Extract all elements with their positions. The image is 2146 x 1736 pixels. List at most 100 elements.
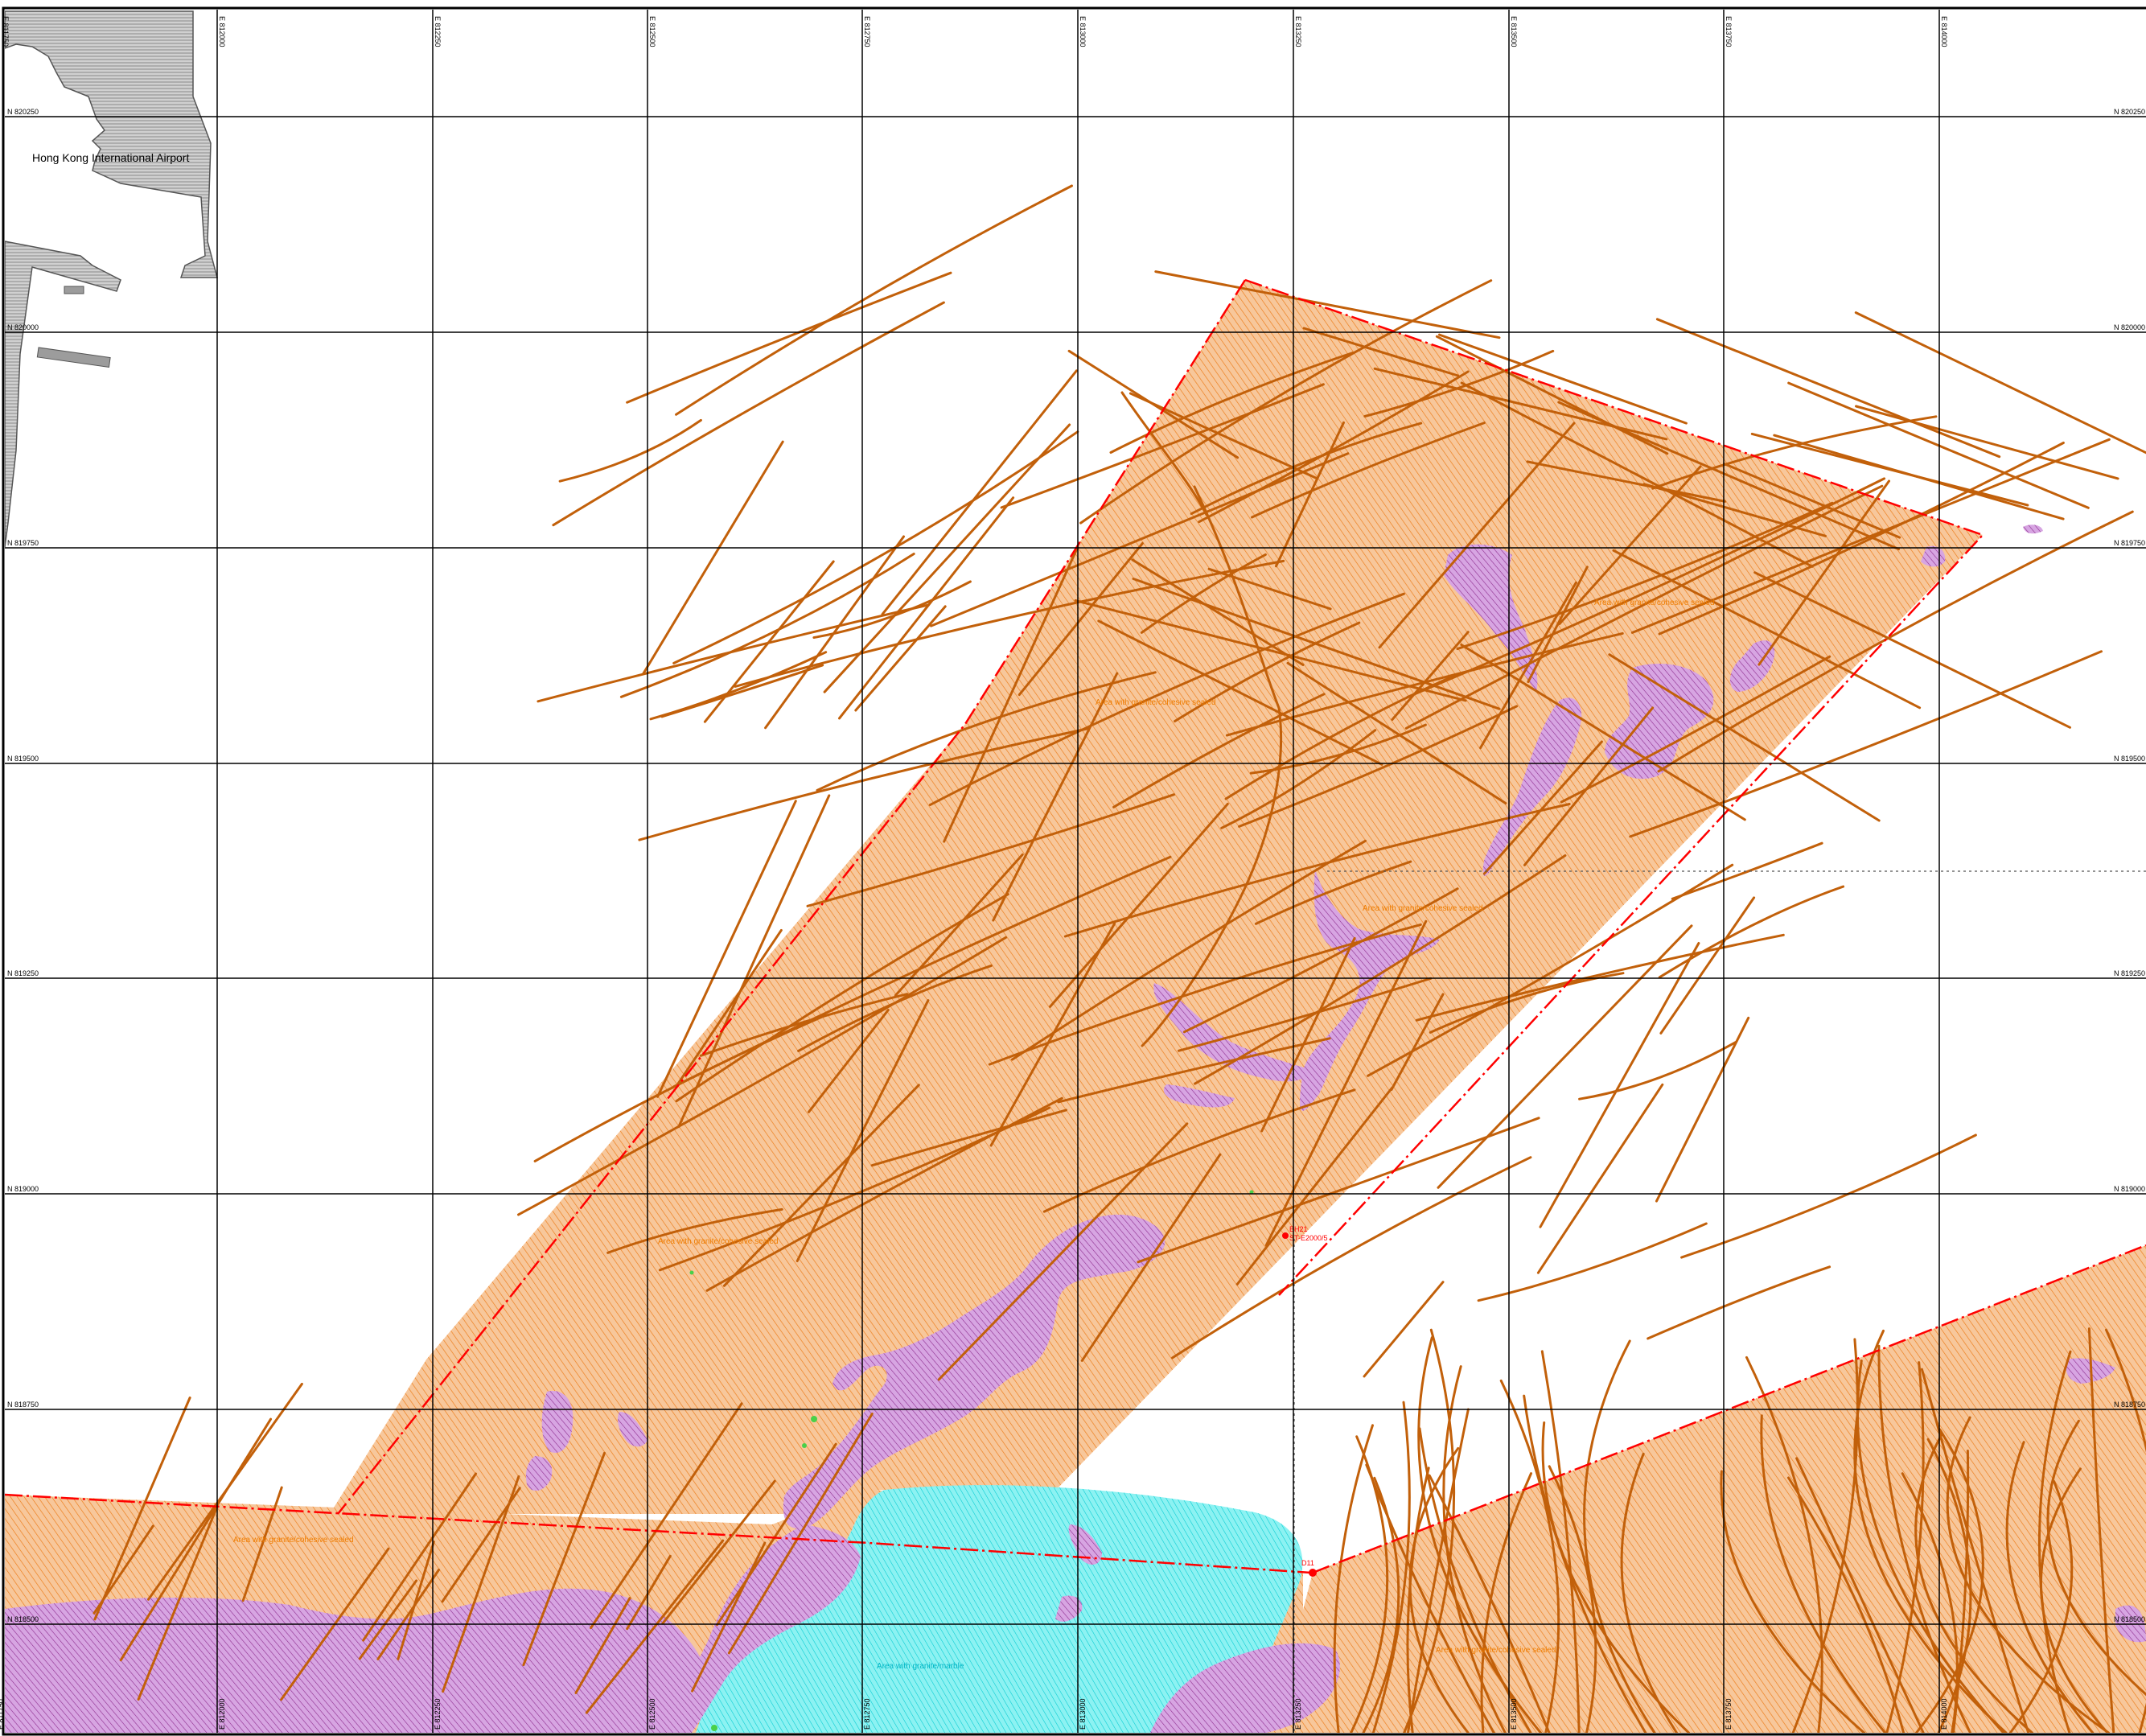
airport-landmass (5, 10, 218, 278)
northing-label: N 818750 (7, 1401, 39, 1409)
easting-label: E 812250 (434, 16, 442, 47)
lineament-trace (585, 1539, 725, 1714)
easting-label: E 812000 (218, 16, 226, 47)
lineament-trace (656, 800, 797, 1098)
lineament-trace (1620, 1452, 1678, 1733)
lineament-trace (1042, 1088, 1356, 1213)
northing-label: N 820000 (7, 323, 39, 331)
lineament-trace (1220, 729, 1377, 829)
lineament-trace (626, 1554, 672, 1631)
lineament-trace (1541, 1421, 1690, 1733)
northing-label: N 819000 (2114, 1185, 2145, 1193)
lineament-trace (672, 430, 1079, 664)
easting-label: E 813750 (1725, 16, 1733, 47)
lineament-trace (1499, 1379, 1560, 1733)
zone-boundary-main-west (337, 279, 1247, 1515)
lineament-trace (552, 301, 945, 527)
lineament-trace (147, 1382, 303, 1601)
granite-zone-main (330, 280, 1983, 1514)
easting-label: E 811750 (0, 1699, 5, 1730)
purple-body-central (1300, 869, 1440, 1111)
zone-label: Area with granite/cohesive sealed (1096, 698, 1216, 707)
lineament-trace (536, 603, 930, 703)
lineament-trace (1415, 933, 1785, 1022)
lineament-trace (930, 452, 1350, 627)
lineament-trace (1651, 415, 1938, 490)
lineament-trace (93, 1397, 191, 1621)
lineament-trace (1391, 631, 1470, 721)
lineament-trace (1128, 392, 1318, 479)
lineament-trace (2087, 1327, 2115, 1733)
lineament-trace (619, 553, 915, 698)
lineament-trace (992, 672, 1119, 922)
lineament-trace (1877, 1344, 1971, 1733)
lineament-trace (1154, 270, 1501, 339)
lineament-trace (517, 936, 1008, 1216)
northing-label: N 819250 (2114, 969, 2145, 977)
lineament-trace (937, 1122, 1189, 1381)
station-marker (1309, 1569, 1317, 1577)
lineament-trace (1249, 723, 1427, 775)
lineament-trace (642, 440, 784, 675)
lineament-trace (722, 1084, 920, 1287)
lineament-trace (649, 651, 828, 721)
lineament-trace (1198, 370, 1470, 524)
lineament-trace (1378, 422, 1576, 649)
lineament-trace (1254, 860, 1412, 925)
lineament-trace (1646, 1265, 1832, 1340)
lineament-trace (1131, 558, 1305, 666)
lineament-trace (989, 922, 1116, 1147)
easting-label: E 812750 (863, 16, 871, 47)
easting-labels-top: E 811750 E 812000 E 812250 E 812500 E 81… (2, 16, 1948, 47)
lineament-trace (1914, 1432, 2033, 1733)
lineament-layer (92, 184, 2146, 1733)
lineament-trace (1671, 841, 1823, 900)
lineament-trace (2005, 1441, 2095, 1733)
lineament-trace (1390, 993, 1445, 1091)
northing-label: N 818500 (2114, 1615, 2145, 1623)
lineament-trace (676, 928, 783, 1086)
lineament-trace (1120, 391, 1208, 516)
lineament-trace (808, 1009, 890, 1113)
lineament-trace (362, 1472, 477, 1642)
borehole-label: BH21 (1289, 1225, 1308, 1233)
easting-label: E 812750 (863, 1698, 871, 1730)
purple-body-small-4 (1163, 1084, 1235, 1108)
lineament-trace (119, 1417, 273, 1662)
grid (5, 10, 2146, 1733)
easting-label: E 813750 (1725, 1698, 1733, 1730)
lineament-trace (1658, 442, 2065, 636)
lineament-trace (1853, 1329, 2008, 1733)
easting-label: E 811750 (2, 16, 10, 47)
airport-pier (36, 347, 111, 368)
northing-label: N 820000 (2114, 323, 2145, 331)
northing-label: N 819750 (2114, 539, 2145, 547)
lineament-trace (854, 605, 947, 712)
lineament-trace (1560, 655, 1832, 804)
easting-label: E 812000 (218, 1698, 226, 1730)
lineament-trace (806, 793, 1175, 907)
lineament-trace (241, 1486, 283, 1602)
lineament-trace (1109, 352, 1355, 454)
airport-pier-small (64, 286, 84, 294)
lineament-trace (1286, 661, 1507, 804)
lineament-trace (1182, 887, 1459, 1034)
lineament-trace (1063, 803, 1571, 938)
lineament-trace (1655, 318, 2001, 459)
lineament-trace (1479, 581, 1577, 750)
lineament-trace (1787, 381, 2090, 509)
purple-body-small-9 (2023, 525, 2043, 534)
lineament-trace (823, 423, 1071, 693)
easting-label: E 812500 (648, 1698, 656, 1730)
lineament-trace (1437, 924, 1693, 1189)
zone-boundary-main (1244, 278, 1985, 1296)
lineament-trace (691, 1541, 767, 1693)
lineament-trace (1363, 1281, 1445, 1378)
lineament-trace (1417, 1336, 1542, 1733)
northing-labels-right: N 820250 N 820000 N 819750 N 819500 N 81… (2114, 108, 2145, 1623)
green-spot (811, 1416, 817, 1422)
lineament-trace (1079, 279, 1493, 525)
lineament-trace (870, 1109, 1067, 1167)
lineament-trace (1404, 484, 1884, 730)
